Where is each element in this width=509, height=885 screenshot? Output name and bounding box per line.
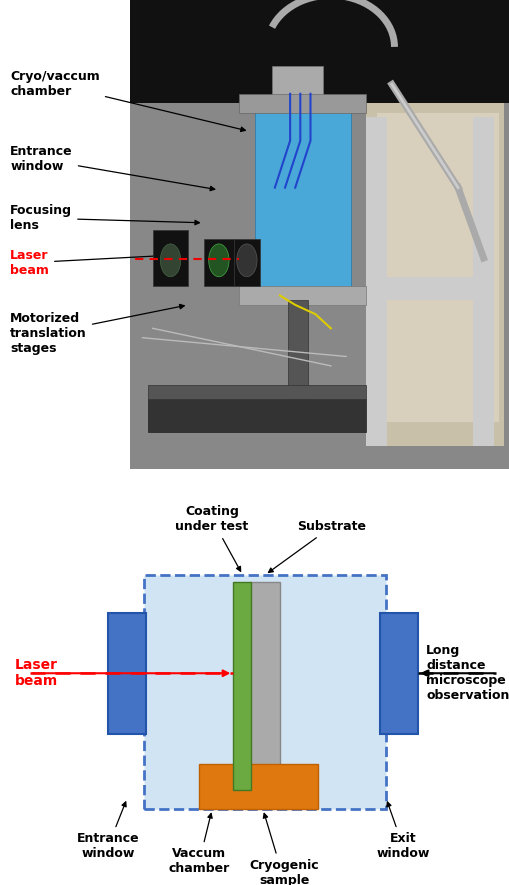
Bar <box>233 582 251 790</box>
Bar <box>254 104 351 291</box>
Bar <box>148 385 366 398</box>
Text: Substrate: Substrate <box>268 520 366 573</box>
Text: Entrance
window: Entrance window <box>77 802 139 860</box>
Bar <box>130 0 509 104</box>
Text: Laser
beam: Laser beam <box>15 658 58 689</box>
Bar <box>473 118 494 446</box>
Bar <box>380 612 418 734</box>
Ellipse shape <box>160 244 181 277</box>
Bar <box>200 764 318 810</box>
Bar <box>366 277 494 300</box>
Bar <box>108 612 146 734</box>
Bar <box>239 94 366 112</box>
Bar <box>144 575 386 810</box>
Text: Entrance
window: Entrance window <box>10 145 215 190</box>
Bar <box>239 286 366 304</box>
Bar <box>366 118 387 446</box>
Ellipse shape <box>209 244 229 277</box>
Text: Motorized
translation
stages: Motorized translation stages <box>10 304 184 355</box>
Text: Exit
window: Exit window <box>376 802 430 860</box>
Text: Cryo/vaccum
chamber: Cryo/vaccum chamber <box>10 71 245 132</box>
Text: Focusing
lens: Focusing lens <box>10 204 200 232</box>
Text: Vaccum
chamber: Vaccum chamber <box>168 813 230 875</box>
Ellipse shape <box>237 244 257 277</box>
Bar <box>204 239 234 286</box>
Bar <box>288 300 308 398</box>
Bar <box>130 104 509 469</box>
Text: Coating
under test: Coating under test <box>176 505 249 571</box>
Bar <box>272 65 323 94</box>
Bar <box>366 104 504 446</box>
Bar <box>148 398 366 432</box>
Text: Laser
beam: Laser beam <box>10 249 159 277</box>
Bar <box>234 239 260 286</box>
Bar <box>377 112 499 422</box>
Bar <box>250 582 280 790</box>
Text: Cryogenic
sample
holder: Cryogenic sample holder <box>249 813 319 885</box>
Text: Long
distance
microscope
observation: Long distance microscope observation <box>421 644 509 702</box>
Bar <box>153 230 188 286</box>
